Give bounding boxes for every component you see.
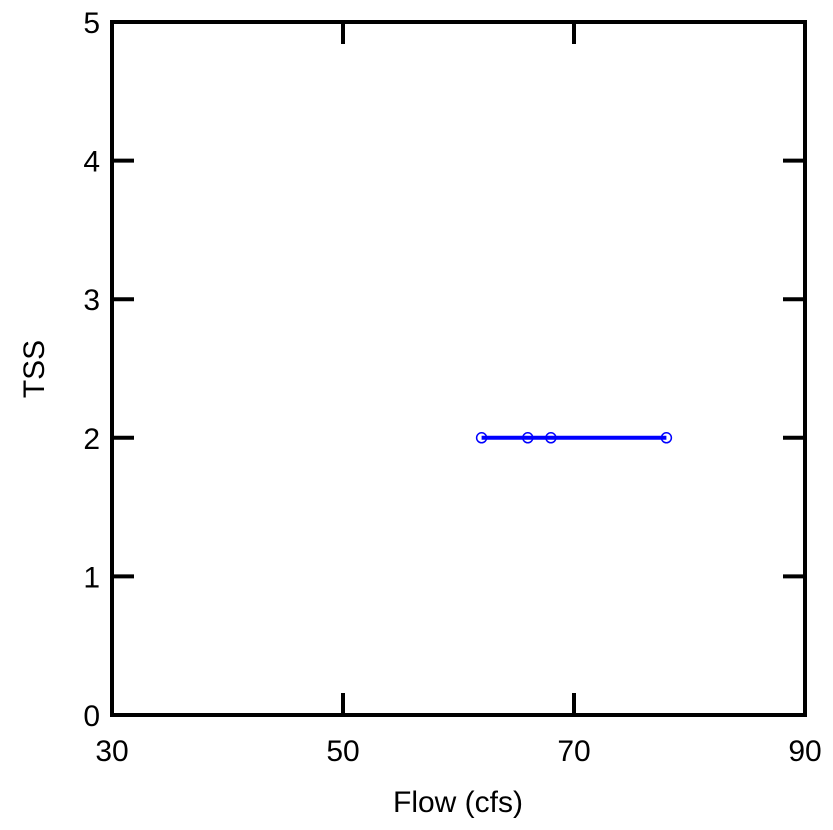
x-tick-label: 90 <box>788 735 821 768</box>
y-axis-tick-labels: 0 1 2 3 4 5 <box>83 7 100 733</box>
x-tick-label: 50 <box>326 735 359 768</box>
x-tick-label: 70 <box>557 735 590 768</box>
y-tick-label: 5 <box>83 7 100 40</box>
data-point <box>522 432 534 444</box>
x-axis-tick-labels: 30 50 70 90 <box>95 735 821 768</box>
data-point <box>660 432 673 444</box>
y-tick-label: 0 <box>83 700 100 733</box>
y-tick-label: 1 <box>83 561 100 594</box>
y-tick-label: 3 <box>83 284 100 317</box>
x-axis-label: Flow (cfs) <box>393 786 523 819</box>
data-point <box>475 432 488 444</box>
x-tick-label: 30 <box>95 735 128 768</box>
plot-frame <box>110 20 807 717</box>
y-tick-label: 4 <box>83 146 100 179</box>
x-axis-ticks <box>341 22 576 715</box>
y-tick-label: 2 <box>83 423 100 456</box>
series-group <box>475 432 673 444</box>
y-axis-ticks <box>112 158 805 579</box>
data-point <box>545 432 557 444</box>
y-axis-label: TSS <box>18 340 51 398</box>
